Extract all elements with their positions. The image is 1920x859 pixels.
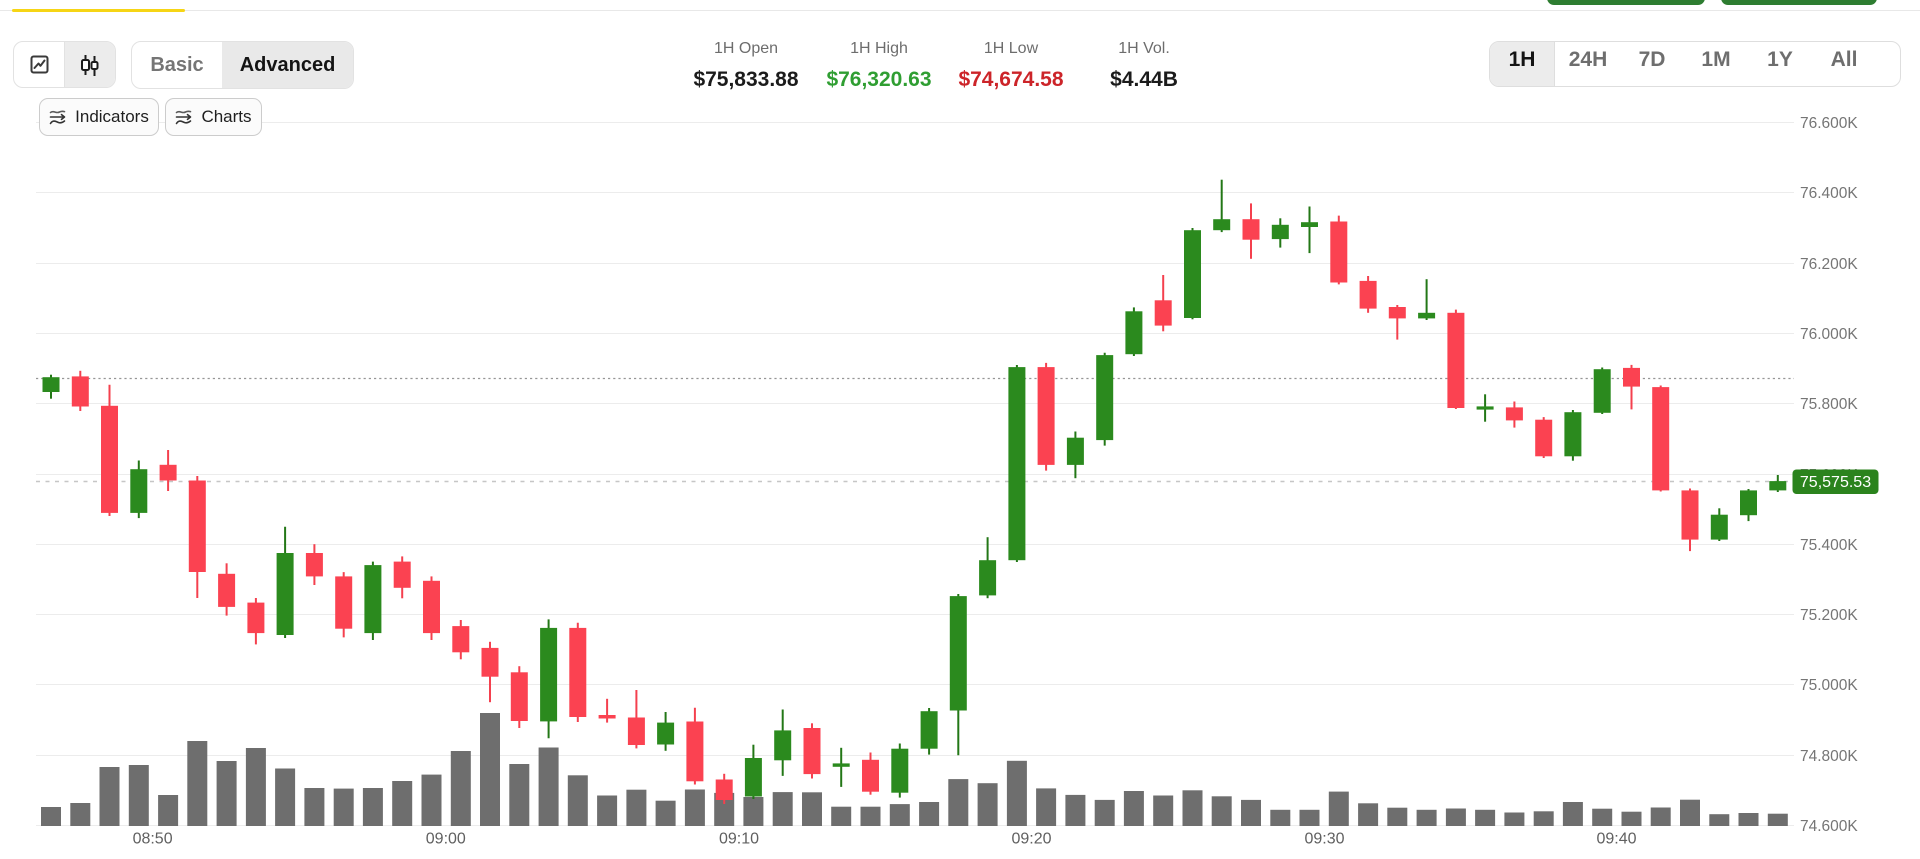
svg-text:75.400K: 75.400K	[1800, 537, 1858, 554]
svg-text:76.000K: 76.000K	[1800, 326, 1858, 343]
svg-text:09:10: 09:10	[719, 831, 759, 848]
svg-text:74.600K: 74.600K	[1800, 818, 1858, 835]
svg-text:76.600K: 76.600K	[1800, 115, 1858, 132]
svg-text:74.800K: 74.800K	[1800, 748, 1858, 765]
svg-text:09:20: 09:20	[1011, 831, 1051, 848]
svg-text:09:40: 09:40	[1596, 831, 1636, 848]
svg-text:75.000K: 75.000K	[1800, 677, 1858, 694]
svg-text:09:30: 09:30	[1304, 831, 1344, 848]
svg-text:76.400K: 76.400K	[1800, 185, 1858, 202]
svg-text:75,575.53: 75,575.53	[1800, 474, 1871, 491]
svg-text:76.200K: 76.200K	[1800, 256, 1858, 273]
svg-text:09:00: 09:00	[426, 831, 466, 848]
svg-text:08:50: 08:50	[133, 831, 173, 848]
svg-text:75.200K: 75.200K	[1800, 607, 1858, 624]
svg-text:75.800K: 75.800K	[1800, 396, 1858, 413]
